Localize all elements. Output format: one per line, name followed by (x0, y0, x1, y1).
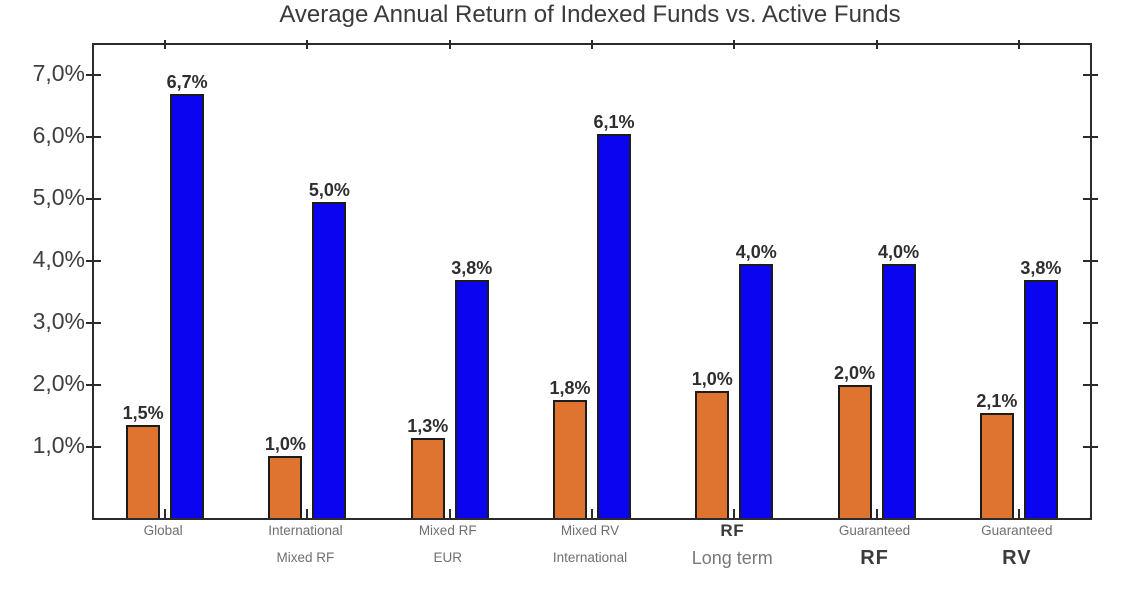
y-axis-tick-left (86, 446, 101, 448)
blue-bar-3 (454, 280, 489, 518)
x-axis-tick-top (1017, 40, 1020, 49)
x-axis-tick-top (306, 40, 309, 49)
y-axis-tick-left (86, 384, 101, 386)
y-axis-tick-label: 2,0% (32, 370, 85, 396)
orange-bar-value-label: 1,3% (407, 416, 449, 436)
category-label-bottom: RF (860, 547, 889, 569)
x-axis-tick-top (164, 40, 167, 49)
orange-bar-1 (126, 425, 161, 518)
y-axis-tick-right (1083, 136, 1098, 138)
blue-bar-value-label: 4,0% (878, 242, 920, 262)
y-axis-tick-label: 5,0% (32, 184, 85, 210)
category-label-top: Mixed RF (418, 523, 477, 538)
x-axis-tick-bottom (875, 509, 878, 520)
blue-bar-value-label: 6,1% (593, 112, 635, 132)
y-axis-tick-right (1083, 322, 1098, 324)
x-axis-tick-bottom (733, 509, 736, 520)
chart-title: Average Annual Return of Indexed Funds v… (279, 1, 901, 28)
orange-bar-value-label: 1,8% (549, 378, 591, 398)
category-label-bottom: RV (1002, 547, 1032, 569)
orange-bar-value-label: 2,1% (976, 391, 1018, 411)
x-axis-tick-top (875, 40, 878, 49)
category-label-bottom: Long term (691, 548, 773, 568)
category-label-group-1: Global (92, 520, 234, 572)
y-axis-tick-right (1083, 198, 1098, 200)
blue-bar-value-label: 6,7% (166, 72, 208, 92)
y-axis-tick-label: 4,0% (32, 246, 85, 272)
orange-bar-value-label: 2,0% (834, 363, 876, 383)
x-axis-tick-bottom (591, 509, 593, 520)
x-axis-tick-bottom (164, 509, 167, 520)
category-label-group-4: Mixed RV International (519, 520, 661, 572)
x-axis-tick-top (733, 40, 736, 49)
orange-bar-7 (979, 413, 1014, 518)
category-label-bottom: Mixed RF (276, 550, 335, 565)
blue-bar-4 (597, 134, 631, 518)
y-axis-label-column: 7,0% 6,0% 5,0% 4,0% 3,0% 2,0% 1,0% (0, 0, 85, 595)
category-label-top: RF (720, 521, 745, 540)
y-axis-tick-left (86, 198, 101, 200)
x-axis-tick-top (448, 40, 451, 49)
blue-bar-5 (739, 264, 774, 518)
orange-bar-value-label: 1,5% (122, 403, 164, 423)
category-label-group-7: Guaranteed RV (946, 520, 1088, 572)
orange-bar-value-label: 1,0% (691, 369, 733, 389)
x-axis-tick-bottom (448, 509, 451, 520)
blue-bar-7 (1023, 280, 1058, 518)
blue-bar-1 (170, 94, 205, 518)
category-label-top: Guaranteed (981, 523, 1053, 538)
y-axis-tick-left (86, 74, 101, 76)
category-label-top: Mixed RV (560, 523, 620, 538)
orange-bar-5 (695, 391, 730, 518)
orange-bar-6 (837, 385, 872, 518)
y-axis-tick-label: 6,0% (32, 122, 85, 148)
orange-bar-value-label: 1,0% (264, 434, 306, 454)
y-axis-tick-label: 7,0% (32, 60, 85, 86)
plot-area: 1,5% 6,7% 1,0% 5,0% 1,3% 3,8% 1,8% 6,1% 1,0% 4,0%… (86, 40, 1098, 520)
category-label-top: Global (143, 523, 183, 538)
category-label-bottom (92, 544, 234, 572)
y-axis-tick-label: 3,0% (32, 308, 85, 334)
orange-bar-3 (410, 438, 445, 518)
blue-bar-value-label: 4,0% (735, 242, 777, 262)
category-label-bottom: EUR (433, 550, 462, 565)
category-label-group-5: RF Long term (661, 520, 803, 572)
blue-bar-6 (881, 264, 916, 518)
blue-bar-value-label: 3,8% (451, 258, 493, 278)
y-axis-tick-left (86, 322, 101, 324)
category-label-group-2: International Mixed RF (234, 520, 376, 572)
x-axis-category-labels: Global International Mixed RF Mixed RF EUR Mi… (92, 520, 1088, 572)
x-axis-tick-bottom (306, 509, 309, 520)
y-axis-tick-right (1083, 74, 1098, 76)
orange-bar-4 (553, 400, 587, 518)
y-axis-tick-left (86, 136, 101, 138)
category-label-top: International (268, 523, 343, 538)
y-axis-tick-label: 1,0% (32, 432, 85, 458)
x-axis-tick-top (591, 40, 593, 49)
blue-bar-value-label: 3,8% (1020, 258, 1062, 278)
x-axis-tick-bottom (1017, 509, 1020, 520)
y-axis-tick-right (1083, 260, 1098, 262)
y-axis-tick-right (1083, 384, 1098, 386)
category-label-group-3: Mixed RF EUR (377, 520, 519, 572)
category-label-group-6: Guaranteed RF (803, 520, 945, 572)
category-label-top: Guaranteed (838, 523, 911, 538)
blue-bar-2 (312, 202, 347, 518)
blue-bar-value-label: 5,0% (308, 180, 350, 200)
category-label-bottom: International (552, 550, 628, 565)
y-axis-tick-right (1083, 446, 1098, 448)
orange-bar-2 (268, 456, 303, 518)
y-axis-tick-left (86, 260, 101, 262)
